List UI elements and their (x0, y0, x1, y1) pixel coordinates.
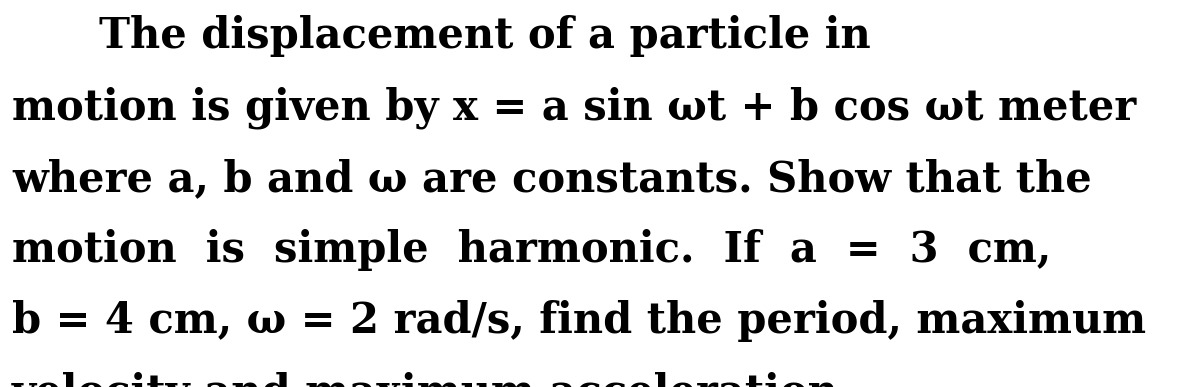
Text: The displacement of a particle in: The displacement of a particle in (12, 15, 871, 57)
Text: b = 4 cm, ω = 2 rad/s, find the period, maximum: b = 4 cm, ω = 2 rad/s, find the period, … (12, 300, 1146, 342)
Text: motion  is  simple  harmonic.  If  a  =  3  cm,: motion is simple harmonic. If a = 3 cm, (12, 229, 1051, 271)
Text: where a, b and ω are constants. Show that the: where a, b and ω are constants. Show tha… (12, 158, 1092, 200)
Text: velocity and maximum acceleration.: velocity and maximum acceleration. (12, 372, 853, 387)
Text: motion is given by x = a sin ωt + b cos ωt meter: motion is given by x = a sin ωt + b cos … (12, 87, 1136, 129)
